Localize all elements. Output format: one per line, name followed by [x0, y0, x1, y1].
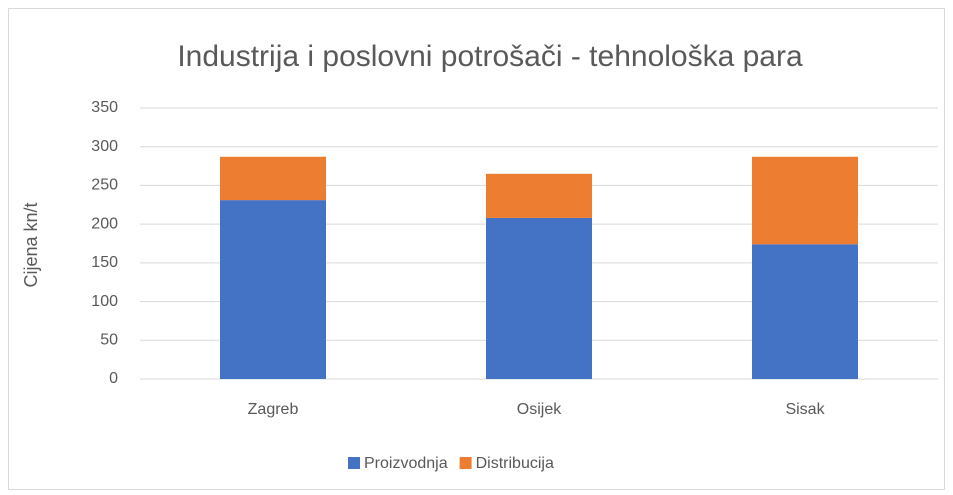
x-tick-label: Osijek — [517, 401, 562, 418]
bar-segment — [752, 156, 858, 245]
x-tick-label: Sisak — [785, 401, 825, 418]
y-axis-label: Cijena kn/t — [21, 202, 41, 287]
legend-label: Distribucija — [476, 455, 554, 472]
y-tick-label: 250 — [91, 177, 118, 194]
legend-swatch — [459, 457, 472, 469]
y-tick-label: 100 — [91, 293, 118, 310]
legend-swatch — [348, 457, 360, 469]
y-tick-label: 50 — [100, 332, 118, 349]
legend-label: Proizvodnja — [364, 455, 448, 472]
bar-segment — [752, 244, 858, 379]
bar-segment — [486, 173, 592, 218]
y-tick-label: 0 — [109, 370, 118, 387]
y-tick-label: 150 — [91, 254, 118, 271]
bar-segment — [220, 200, 326, 379]
bar-segment — [220, 156, 326, 201]
y-tick-label: 300 — [91, 138, 118, 155]
y-tick-label: 350 — [91, 99, 118, 116]
x-tick-label: Zagreb — [248, 401, 299, 418]
bar-segment — [486, 217, 592, 379]
chart-title: Industrija i poslovni potrošači - tehnol… — [177, 40, 803, 73]
y-tick-label: 200 — [91, 215, 118, 232]
